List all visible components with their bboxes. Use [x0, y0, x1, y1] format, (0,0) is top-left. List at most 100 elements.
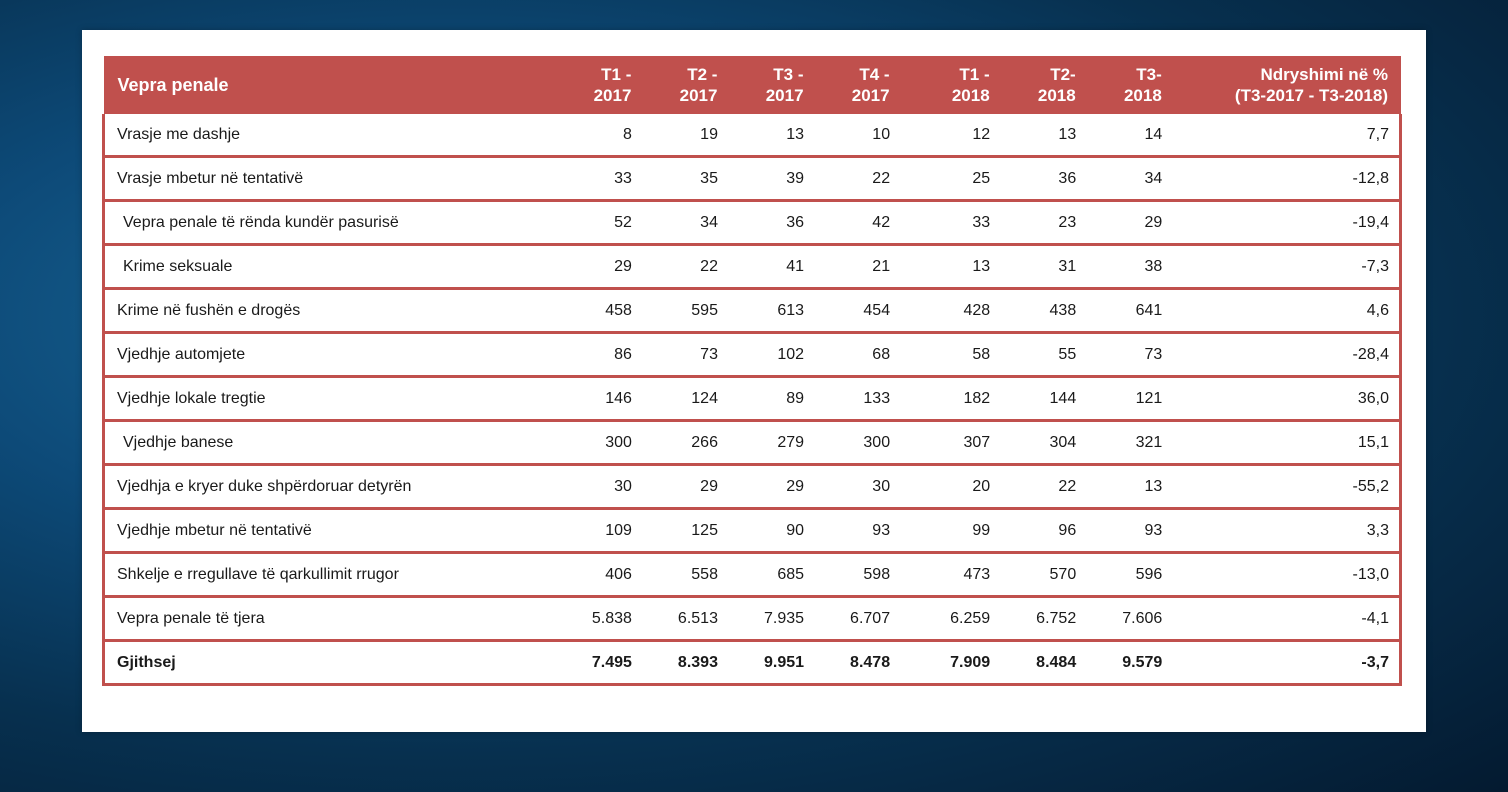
cell-value: 13 — [896, 244, 997, 290]
table-row-total: Gjithsej 7.495 8.393 9.951 8.478 7.909 8.484 9.… — [101, 640, 1403, 686]
cell-value: 36 — [996, 156, 1083, 202]
table-row: Vjedhja e kryer duke shpërdoruar detyrën… — [101, 464, 1403, 510]
table-row: Krime seksuale 29 22 41 21 13 31 38 -7,3 — [101, 244, 1403, 290]
cell-value: 20 — [896, 464, 997, 510]
cell-value: 146 — [551, 376, 638, 422]
cell-value: 6.513 — [637, 596, 724, 642]
row-label: Vjedhje automjete — [101, 332, 552, 378]
cell-value: 22 — [637, 244, 724, 290]
cell-value: 6.259 — [896, 596, 997, 642]
column-header-t2-2017: T2 -2017 — [637, 56, 725, 114]
cell-value: 29 — [723, 464, 811, 510]
cell-value: 39 — [723, 156, 811, 202]
cell-value: 8.484 — [996, 640, 1083, 686]
cell-value: 41 — [723, 244, 811, 290]
cell-value: 23 — [996, 200, 1083, 246]
cell-value: 304 — [996, 420, 1083, 466]
cell-change-pct: -19,4 — [1168, 200, 1403, 246]
cell-value: 13 — [996, 114, 1083, 158]
cell-value: 96 — [996, 508, 1083, 554]
row-label: Vrasje me dashje — [101, 114, 552, 158]
cell-value: 613 — [723, 288, 811, 334]
row-label: Krime seksuale — [101, 244, 552, 290]
cell-value: 595 — [637, 288, 724, 334]
cell-value: 93 — [1082, 508, 1169, 554]
cell-value: 307 — [896, 420, 997, 466]
cell-value: 9.951 — [723, 640, 811, 686]
cell-change-pct: -12,8 — [1168, 156, 1403, 202]
column-header-t1-2018: T1 -2018 — [896, 56, 997, 114]
column-header-t4-2017: T4 -2017 — [810, 56, 897, 114]
row-label: Vjedhje banese — [101, 420, 552, 466]
cell-value: 29 — [1082, 200, 1169, 246]
cell-value: 406 — [551, 552, 638, 598]
cell-value: 14 — [1082, 114, 1169, 158]
table-row: Vjedhje lokale tregtie 146 124 89 133 182 144 1… — [101, 376, 1403, 422]
cell-change-pct: -28,4 — [1168, 332, 1403, 378]
cell-value: 52 — [551, 200, 638, 246]
cell-value: 89 — [723, 376, 811, 422]
cell-value: 321 — [1082, 420, 1169, 466]
cell-value: 598 — [810, 552, 897, 598]
cell-value: 124 — [637, 376, 724, 422]
cell-value: 35 — [637, 156, 724, 202]
cell-value: 86 — [551, 332, 638, 378]
row-label: Gjithsej — [101, 640, 552, 686]
cell-change-pct: 3,3 — [1168, 508, 1403, 554]
cell-value: 36 — [723, 200, 811, 246]
table-row: Vrasje me dashje 8 19 13 10 12 13 14 7,7 — [101, 114, 1403, 158]
cell-value: 31 — [996, 244, 1083, 290]
table-row: Shkelje e rregullave të qarkullimit rrug… — [101, 552, 1403, 598]
cell-value: 5.838 — [551, 596, 638, 642]
table-row: Vepra penale të rënda kundër pasurisë 52 3… — [101, 200, 1403, 246]
row-label: Shkelje e rregullave të qarkullimit rrug… — [101, 552, 552, 598]
cell-value: 570 — [996, 552, 1083, 598]
cell-value: 428 — [896, 288, 997, 334]
cell-value: 9.579 — [1082, 640, 1169, 686]
column-header-t1-2017: T1 -2017 — [551, 56, 639, 114]
cell-value: 438 — [996, 288, 1083, 334]
cell-value: 10 — [810, 114, 897, 158]
column-header-name: Vepra penale — [103, 56, 553, 114]
cell-value: 93 — [810, 508, 897, 554]
cell-value: 8 — [551, 114, 638, 158]
column-header-t3-2017: T3 -2017 — [723, 56, 811, 114]
cell-change-pct: -4,1 — [1168, 596, 1403, 642]
cell-value: 12 — [896, 114, 997, 158]
cell-value: 38 — [1082, 244, 1169, 290]
column-header-t3-2018: T3- 2018 — [1082, 56, 1169, 114]
table-row: Vjedhje mbetur në tentativë 109 125 90 93 99 9… — [101, 508, 1403, 554]
row-label: Vepra penale të tjera — [101, 596, 552, 642]
row-label: Krime në fushën e drogës — [101, 288, 552, 334]
cell-change-pct: -3,7 — [1168, 640, 1403, 686]
cell-change-pct: -13,0 — [1168, 552, 1403, 598]
cell-value: 19 — [637, 114, 724, 158]
cell-value: 125 — [637, 508, 724, 554]
cell-value: 7.909 — [896, 640, 997, 686]
cell-value: 6.707 — [810, 596, 897, 642]
cell-value: 58 — [896, 332, 997, 378]
cell-value: 21 — [810, 244, 897, 290]
cell-value: 133 — [810, 376, 897, 422]
cell-value: 34 — [1082, 156, 1169, 202]
cell-change-pct: 15,1 — [1168, 420, 1403, 466]
table-row: Vjedhje automjete 86 73 102 68 58 55 73 -28,4 — [101, 332, 1403, 378]
row-label: Vjedhja e kryer duke shpërdoruar detyrën — [101, 464, 552, 510]
table-row: Vepra penale të tjera 5.838 6.513 7.935 6.70… — [101, 596, 1403, 642]
cell-value: 458 — [551, 288, 638, 334]
cell-value: 13 — [1082, 464, 1169, 510]
cell-change-pct: 36,0 — [1168, 376, 1403, 422]
document-page: Vepra penale T1 -2017 T2 -2017 T3 -2017 … — [82, 30, 1426, 732]
cell-value: 144 — [996, 376, 1083, 422]
cell-value: 558 — [637, 552, 724, 598]
cell-value: 42 — [810, 200, 897, 246]
cell-value: 109 — [551, 508, 638, 554]
column-header-t2-2018: T2- 2018 — [996, 56, 1083, 114]
cell-value: 7.495 — [551, 640, 638, 686]
cell-value: 102 — [723, 332, 811, 378]
cell-value: 7.606 — [1082, 596, 1169, 642]
table-body: Vrasje me dashje 8 19 13 10 12 13 14 7,7 Vrasje m… — [101, 114, 1403, 686]
cell-value: 33 — [896, 200, 997, 246]
row-label: Vepra penale të rënda kundër pasurisë — [101, 200, 552, 246]
cell-value: 30 — [810, 464, 897, 510]
